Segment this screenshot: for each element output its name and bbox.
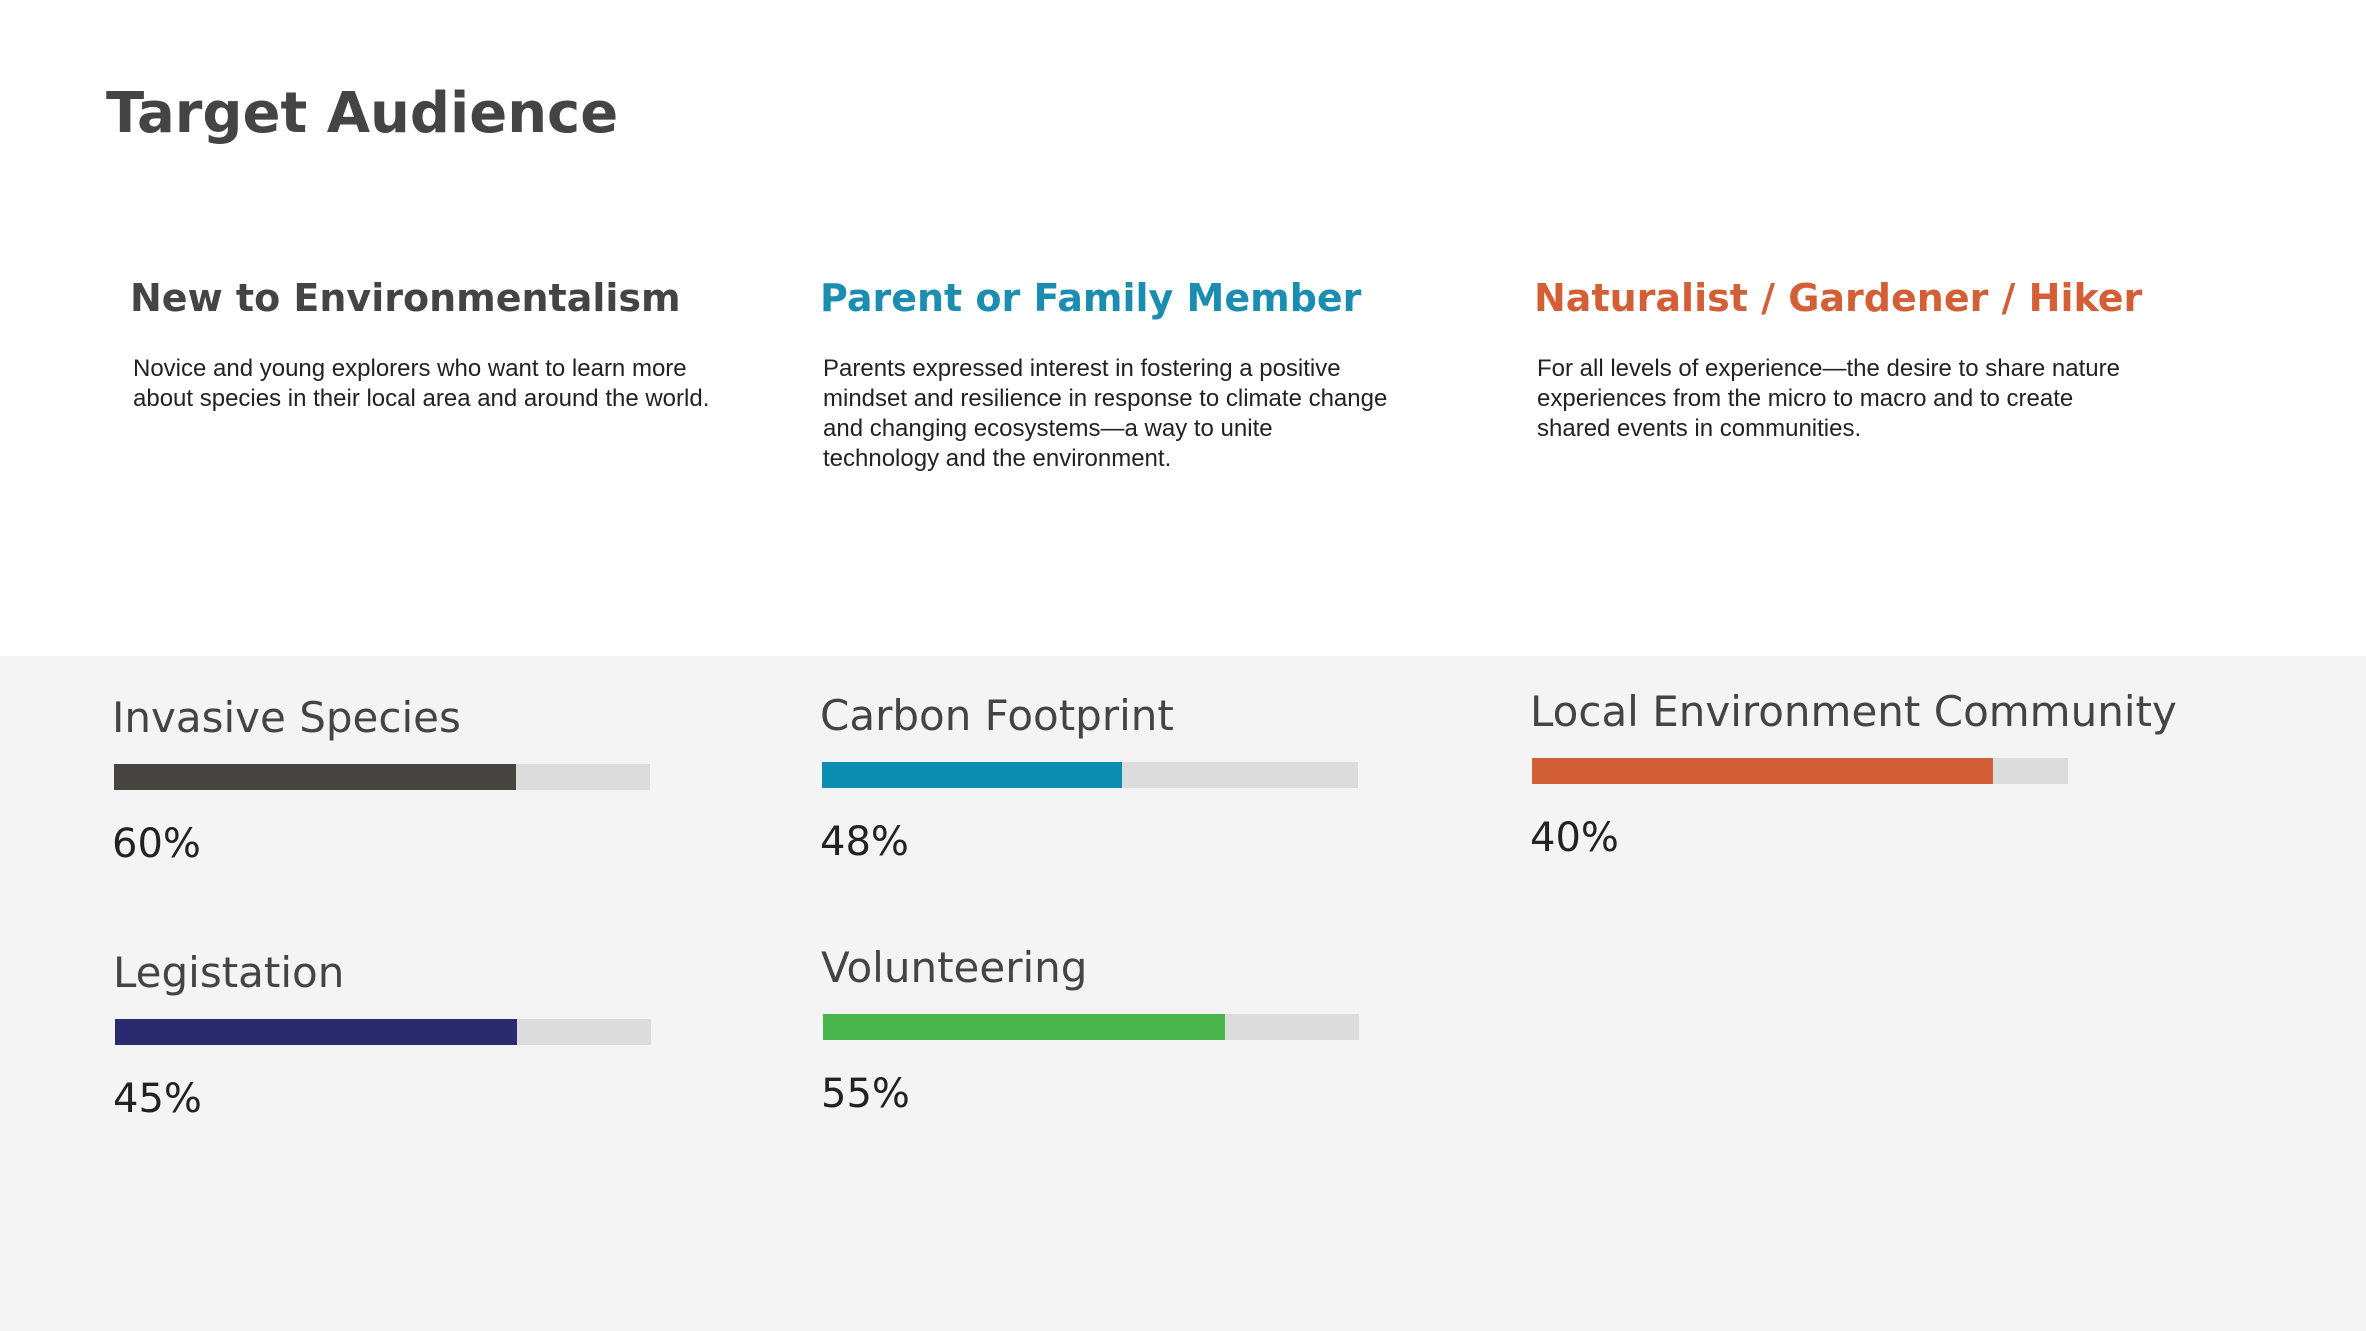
progress-track xyxy=(115,1019,651,1045)
stat-invasive-species: Invasive Species 60% xyxy=(112,690,652,868)
stat-local-environment-community: Local Environment Community 40% xyxy=(1530,684,2177,862)
progress-track xyxy=(114,764,650,790)
stat-legistation: Legistation 45% xyxy=(113,945,653,1123)
page-title: Target Audience xyxy=(106,81,619,146)
audience-heading: New to Environmentalism xyxy=(130,276,681,320)
stat-value: 45% xyxy=(113,1076,202,1122)
progress-fill xyxy=(114,764,516,790)
audience-description: Parents expressed interest in fostering … xyxy=(823,355,1388,472)
audience-description: Novice and young explorers who want to l… xyxy=(133,355,710,412)
stat-label: Volunteering xyxy=(821,943,1088,992)
stat-label: Local Environment Community xyxy=(1530,687,2177,736)
progress-fill xyxy=(822,762,1123,788)
progress-track xyxy=(1532,758,2068,784)
stat-label: Legistation xyxy=(113,948,345,997)
progress-fill xyxy=(1532,758,1993,784)
progress-fill xyxy=(115,1019,517,1045)
audience-heading: Parent or Family Member xyxy=(820,276,1362,320)
progress-track xyxy=(823,1014,1359,1040)
stats-panel: Invasive Species 60% Carbon Footprint 48… xyxy=(0,656,2366,1331)
audience-description: For all levels of experience—the desire … xyxy=(1537,355,2120,442)
stat-volunteering: Volunteering 55% xyxy=(821,940,1361,1118)
audience-card-parent-or-family-member: Parent or Family Member Parents expresse… xyxy=(820,270,1390,474)
audience-card-new-to-environmentalism: New to Environmentalism Novice and young… xyxy=(130,270,730,414)
audience-heading: Naturalist / Gardener / Hiker xyxy=(1534,276,2143,320)
progress-fill xyxy=(823,1014,1225,1040)
stat-label: Carbon Footprint xyxy=(820,691,1174,740)
stat-value: 40% xyxy=(1530,815,1619,861)
audience-card-naturalist-gardener-hiker: Naturalist / Gardener / Hiker For all le… xyxy=(1534,270,2143,444)
stat-label: Invasive Species xyxy=(112,693,461,742)
progress-track xyxy=(822,762,1358,788)
stat-carbon-footprint: Carbon Footprint 48% xyxy=(820,688,1360,866)
stat-value: 60% xyxy=(112,821,201,867)
stat-value: 55% xyxy=(821,1071,910,1117)
stat-value: 48% xyxy=(820,819,909,865)
